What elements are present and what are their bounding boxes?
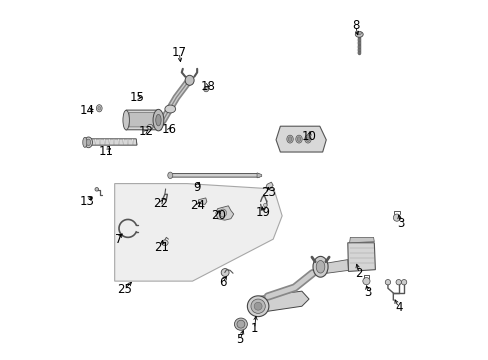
Ellipse shape bbox=[221, 269, 228, 276]
Polygon shape bbox=[325, 260, 348, 273]
Text: 3: 3 bbox=[364, 287, 371, 300]
Ellipse shape bbox=[305, 137, 309, 141]
Ellipse shape bbox=[219, 209, 226, 217]
Ellipse shape bbox=[96, 105, 102, 112]
Polygon shape bbox=[126, 110, 161, 130]
Ellipse shape bbox=[304, 135, 310, 143]
Polygon shape bbox=[257, 173, 261, 178]
Ellipse shape bbox=[362, 278, 369, 285]
Ellipse shape bbox=[167, 172, 172, 179]
Polygon shape bbox=[265, 182, 273, 189]
Text: 3: 3 bbox=[396, 216, 404, 230]
Ellipse shape bbox=[395, 279, 401, 285]
Polygon shape bbox=[96, 139, 100, 145]
Text: 5: 5 bbox=[236, 333, 244, 346]
Ellipse shape bbox=[316, 261, 324, 273]
Ellipse shape bbox=[84, 137, 92, 148]
Polygon shape bbox=[215, 206, 233, 220]
Ellipse shape bbox=[82, 137, 87, 147]
Ellipse shape bbox=[162, 240, 168, 246]
Ellipse shape bbox=[185, 75, 194, 85]
Ellipse shape bbox=[164, 105, 175, 113]
Ellipse shape bbox=[287, 137, 291, 141]
Polygon shape bbox=[129, 113, 158, 127]
Ellipse shape bbox=[86, 139, 90, 145]
Polygon shape bbox=[168, 174, 259, 177]
Polygon shape bbox=[100, 139, 104, 145]
Ellipse shape bbox=[295, 135, 302, 143]
Ellipse shape bbox=[286, 135, 293, 143]
Ellipse shape bbox=[155, 114, 161, 126]
Polygon shape bbox=[123, 139, 128, 145]
Ellipse shape bbox=[147, 125, 153, 130]
Text: 14: 14 bbox=[80, 104, 95, 117]
Text: 6: 6 bbox=[219, 276, 226, 289]
Polygon shape bbox=[198, 198, 206, 204]
Text: 12: 12 bbox=[138, 125, 153, 138]
Ellipse shape bbox=[203, 87, 208, 92]
Text: 15: 15 bbox=[129, 91, 144, 104]
Ellipse shape bbox=[247, 296, 268, 317]
Ellipse shape bbox=[122, 110, 129, 130]
Polygon shape bbox=[349, 237, 373, 243]
Ellipse shape bbox=[356, 31, 361, 35]
Polygon shape bbox=[91, 139, 95, 145]
Polygon shape bbox=[119, 139, 123, 145]
Text: 25: 25 bbox=[117, 283, 132, 296]
Ellipse shape bbox=[237, 320, 244, 328]
Ellipse shape bbox=[385, 279, 390, 285]
Polygon shape bbox=[347, 243, 375, 271]
Text: 13: 13 bbox=[80, 195, 95, 208]
Text: 19: 19 bbox=[255, 207, 270, 220]
Text: 10: 10 bbox=[301, 130, 316, 144]
Ellipse shape bbox=[254, 302, 262, 310]
Polygon shape bbox=[276, 126, 325, 152]
Text: 4: 4 bbox=[394, 301, 402, 314]
Ellipse shape bbox=[263, 203, 266, 207]
Text: 24: 24 bbox=[190, 199, 205, 212]
Text: 9: 9 bbox=[193, 181, 201, 194]
Text: 16: 16 bbox=[162, 123, 176, 136]
Text: 8: 8 bbox=[351, 19, 359, 32]
Ellipse shape bbox=[250, 299, 265, 314]
Ellipse shape bbox=[234, 318, 247, 330]
Text: 11: 11 bbox=[99, 145, 114, 158]
Text: 20: 20 bbox=[211, 210, 225, 222]
Text: 2: 2 bbox=[355, 267, 362, 280]
Polygon shape bbox=[114, 139, 119, 145]
Polygon shape bbox=[109, 139, 114, 145]
Text: 1: 1 bbox=[250, 322, 258, 335]
Ellipse shape bbox=[98, 107, 101, 110]
Ellipse shape bbox=[401, 279, 406, 285]
Polygon shape bbox=[115, 184, 282, 281]
Text: 17: 17 bbox=[171, 46, 186, 59]
Ellipse shape bbox=[355, 32, 363, 37]
Text: 23: 23 bbox=[261, 186, 276, 199]
Text: 7: 7 bbox=[114, 233, 122, 246]
Polygon shape bbox=[257, 291, 308, 313]
Polygon shape bbox=[133, 139, 137, 145]
Ellipse shape bbox=[312, 256, 327, 277]
Text: 22: 22 bbox=[152, 197, 167, 210]
Text: 21: 21 bbox=[154, 241, 169, 254]
Ellipse shape bbox=[153, 109, 163, 131]
Ellipse shape bbox=[95, 188, 99, 191]
Ellipse shape bbox=[297, 137, 300, 141]
Text: 18: 18 bbox=[200, 80, 215, 93]
Polygon shape bbox=[128, 139, 132, 145]
Polygon shape bbox=[105, 139, 109, 145]
Ellipse shape bbox=[392, 214, 400, 221]
